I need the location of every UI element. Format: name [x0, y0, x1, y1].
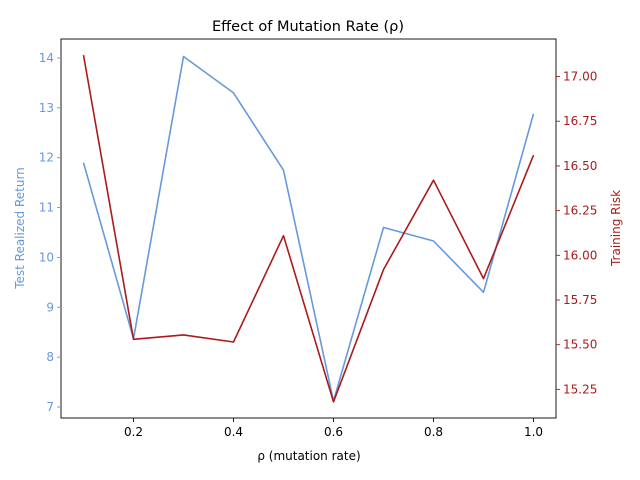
y-left-tick-label: 7	[46, 400, 54, 414]
y-left-tick-label: 14	[39, 51, 54, 65]
y-left-tick-label: 11	[39, 201, 54, 215]
y-right-axis-title: Training Risk	[609, 190, 623, 267]
y-left-tick-label: 8	[46, 350, 54, 364]
y-right-tick-label: 15.75	[563, 293, 597, 307]
x-tick-label: 1.0	[524, 425, 543, 439]
chart-title: Effect of Mutation Rate (ρ)	[212, 19, 404, 35]
y-left-tick-label: 12	[39, 151, 54, 165]
y-right-tick-label: 16.75	[563, 114, 597, 128]
x-axis-title: ρ (mutation rate)	[257, 449, 360, 463]
y-left-tick-label: 13	[39, 101, 54, 115]
y-right-tick-label: 15.50	[563, 338, 597, 352]
y-right-tick-label: 16.00	[563, 248, 597, 262]
x-tick-label: 0.8	[424, 425, 443, 439]
test-return-line	[82, 55, 535, 402]
y-left-axis-title: Test Realized Return	[13, 167, 27, 290]
x-tick-label: 0.4	[224, 425, 243, 439]
y-left-tick-label: 9	[46, 300, 54, 314]
plot-frame	[60, 38, 557, 419]
y-right-tick-label: 16.50	[563, 159, 597, 173]
x-tick-label: 0.6	[324, 425, 343, 439]
y-left-tick-label: 10	[39, 250, 54, 264]
chart-marks: 0.2 0.4 0.6 0.8 1.0 7 8 9 10 11 12 13 14 15.25 15.50 15…	[39, 38, 597, 439]
x-tick-label: 0.2	[124, 425, 143, 439]
y-right-tick-label: 17.00	[563, 70, 597, 84]
y-right-tick-label: 16.25	[563, 204, 597, 218]
y-right-tick-label: 15.25	[563, 382, 597, 396]
training-risk-line	[82, 54, 535, 403]
